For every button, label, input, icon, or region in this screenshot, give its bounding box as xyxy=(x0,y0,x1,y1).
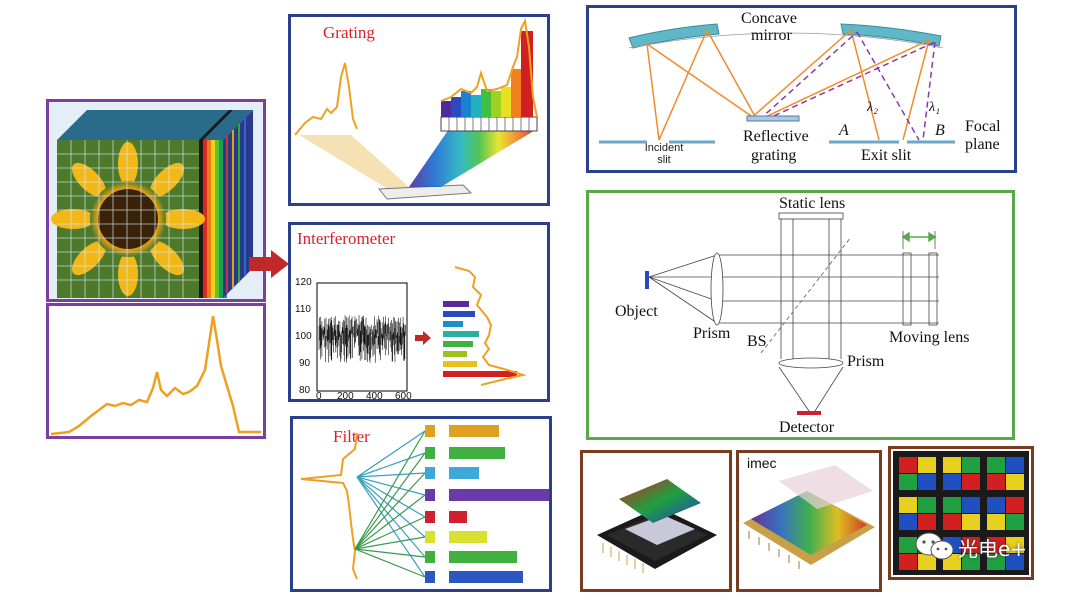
interferogram xyxy=(316,266,527,392)
y-tick-120: 120 xyxy=(295,277,312,288)
arrow-right-icon xyxy=(249,250,289,278)
incident-slit-label-1: Incident xyxy=(644,142,684,154)
point-a-label: A xyxy=(839,122,849,139)
reflective-grating xyxy=(746,115,800,122)
detector-label: Detector xyxy=(779,419,835,436)
grating-panel: Grating xyxy=(288,14,550,206)
detector-marker xyxy=(797,411,821,415)
interferometer-panel: Interferometer 120 110 100 90 80 0 200 4… xyxy=(288,222,550,402)
arrow-right-icon xyxy=(415,331,431,345)
concave-mirror-label-1: Concave xyxy=(741,10,797,27)
focal-plane-label-2: plane xyxy=(965,136,1000,153)
moving-lens-label: Moving lens xyxy=(889,329,970,346)
reflective-grating-label-1: Reflective xyxy=(743,128,809,145)
bs-label: BS xyxy=(747,333,767,350)
fourier-panel: Static lens Object Prism BS Prism Moving… xyxy=(586,190,1015,440)
hypercube-graphic xyxy=(51,110,253,298)
sensor-chip-image xyxy=(597,479,717,573)
point-b-label: B xyxy=(935,122,945,139)
prism-bottom-label: Prism xyxy=(847,353,885,370)
prism-left-label: Prism xyxy=(693,325,731,342)
grating-title: Grating xyxy=(323,23,375,42)
exit-slit-label: Exit slit xyxy=(861,147,912,164)
mosaic-filter-photo xyxy=(888,446,1034,580)
grating-diagram xyxy=(294,17,538,200)
y-tick-110: 110 xyxy=(295,304,311,315)
y-tick-100: 100 xyxy=(295,331,312,342)
input-spectrum xyxy=(300,432,358,580)
wechat-logo-icon xyxy=(915,532,954,560)
chip-photo-1 xyxy=(580,450,732,592)
hypercube-panel xyxy=(46,99,266,302)
x-tick-400: 400 xyxy=(366,391,383,402)
orange-rays xyxy=(646,29,930,141)
interferometer-title: Interferometer xyxy=(297,229,396,248)
beam-splitter xyxy=(760,236,852,354)
x-tick-600: 600 xyxy=(395,391,412,402)
pixel-spectrum-curve xyxy=(50,315,261,436)
filter-panel: Filter xyxy=(290,416,552,592)
x-tick-0: 0 xyxy=(316,391,322,402)
mirror-left xyxy=(628,23,720,49)
pixel-grid xyxy=(57,140,199,298)
y-tick-80: 80 xyxy=(299,385,311,396)
reflective-grating-label-2: grating xyxy=(751,147,797,164)
double-arrow-icon xyxy=(901,231,937,249)
lambda-2-label: λ₂ xyxy=(867,100,878,115)
pixel-spectrum-panel xyxy=(46,303,266,439)
focal-plane-label-1: Focal xyxy=(965,118,1001,135)
imec-photo: imec xyxy=(736,450,882,592)
object-label: Object xyxy=(615,303,658,320)
watermark-text: 光电e+ xyxy=(958,537,1028,561)
purple-rays xyxy=(758,31,936,141)
imec-label: imec xyxy=(747,455,777,471)
input-spectrum xyxy=(294,62,358,136)
incident-slit-label-2: slit xyxy=(657,154,671,166)
mosaic-filter-image xyxy=(893,451,1029,575)
filter-diagram xyxy=(300,425,549,583)
object-marker xyxy=(645,271,649,289)
filter-title: Filter xyxy=(333,427,370,446)
static-lens-label: Static lens xyxy=(779,195,846,212)
lambda-1-label: λ₁ xyxy=(929,100,940,115)
concave-mirror-panel: Concave mirror Incident slit Reflective … xyxy=(586,5,1017,173)
fourier-diagram xyxy=(645,212,939,415)
concave-mirror-diagram xyxy=(599,23,955,144)
filter-fan-lines xyxy=(354,430,426,578)
imec-sensor-image xyxy=(743,465,875,569)
concave-mirror-label-2: mirror xyxy=(751,27,792,44)
y-tick-90: 90 xyxy=(299,358,311,369)
x-tick-200: 200 xyxy=(337,391,354,402)
mirror-right xyxy=(840,23,942,47)
